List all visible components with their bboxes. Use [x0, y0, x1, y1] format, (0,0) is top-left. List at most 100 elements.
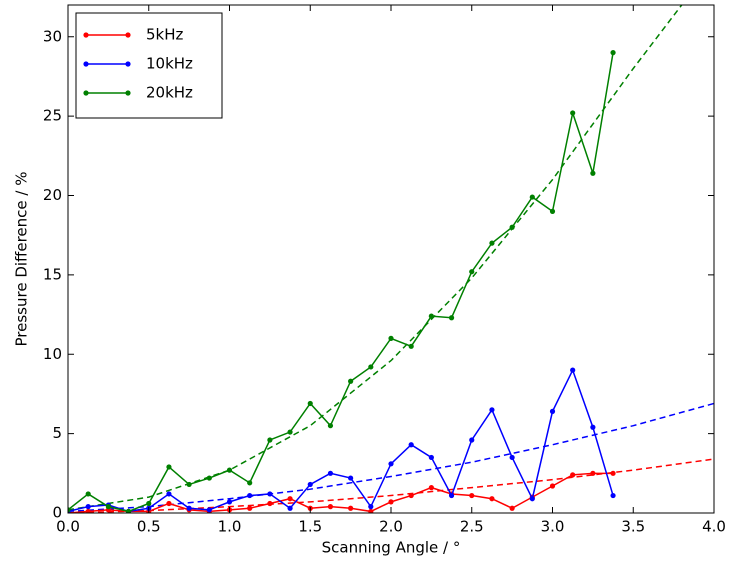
legend-marker — [125, 32, 131, 38]
y-axis-label: Pressure Difference / % — [13, 172, 31, 347]
x-tick-label: 3.5 — [621, 518, 645, 536]
data-point — [489, 240, 495, 246]
data-point — [509, 224, 515, 230]
data-point — [186, 505, 192, 511]
data-point — [348, 475, 354, 481]
y-tick-label: 5 — [52, 424, 62, 442]
data-point — [287, 505, 293, 511]
x-tick-label: 0.5 — [137, 518, 161, 536]
legend-label: 5kHz — [146, 26, 184, 44]
data-point — [428, 454, 434, 461]
data-point — [388, 499, 394, 505]
legend-marker — [83, 61, 89, 67]
data-point — [247, 492, 253, 499]
data-point — [226, 467, 233, 473]
data-point — [348, 378, 354, 384]
data-point — [206, 507, 212, 513]
y-tick-label: 15 — [43, 265, 62, 283]
x-tick-label: 4.0 — [702, 518, 726, 536]
legend-label: 10kHz — [146, 55, 193, 73]
data-point — [428, 313, 434, 319]
y-tick-label: 20 — [43, 186, 62, 204]
x-tick-label: 0.0 — [56, 518, 80, 536]
x-tick-label: 1.5 — [298, 518, 322, 536]
data-point — [489, 496, 495, 502]
fit-line — [68, 402, 714, 513]
data-point — [68, 507, 71, 513]
data-point — [388, 335, 394, 341]
x-tick-label: 1.0 — [218, 518, 242, 536]
data-point — [166, 491, 172, 497]
data-point — [590, 470, 596, 476]
data-point — [428, 485, 434, 491]
data-point — [469, 492, 475, 499]
data-point — [307, 481, 313, 488]
data-point — [610, 470, 616, 476]
data-point — [368, 364, 374, 370]
series-line — [68, 368, 614, 513]
data-point — [186, 481, 192, 488]
data-point — [247, 505, 253, 511]
x-tick-label: 3.0 — [541, 518, 565, 536]
data-point — [287, 496, 293, 502]
legend-label: 20kHz — [146, 84, 193, 102]
data-point — [226, 499, 233, 505]
data-point — [489, 407, 495, 413]
data-point — [448, 492, 455, 499]
data-point — [408, 343, 414, 349]
data-point — [287, 429, 293, 435]
data-point — [509, 454, 515, 461]
data-point — [590, 424, 596, 430]
data-point — [166, 464, 172, 470]
legend-marker — [125, 90, 131, 96]
data-point — [590, 170, 596, 176]
data-point — [267, 437, 273, 443]
series-line — [68, 52, 614, 513]
data-point — [610, 50, 616, 56]
data-point — [307, 400, 313, 407]
data-point — [85, 504, 91, 510]
data-point — [125, 508, 132, 513]
x-axis-label: Scanning Angle / ° — [322, 539, 461, 557]
data-point — [368, 504, 374, 510]
data-point — [388, 461, 394, 467]
data-point — [368, 508, 374, 513]
data-point — [166, 500, 172, 507]
data-point — [146, 500, 152, 507]
legend-marker — [125, 61, 131, 67]
data-point — [570, 110, 576, 116]
data-point — [348, 505, 354, 511]
data-point — [85, 491, 91, 497]
data-point — [327, 423, 334, 429]
data-point — [327, 470, 334, 476]
series-line — [68, 472, 614, 513]
plot-area — [68, 5, 714, 513]
data-point — [408, 492, 414, 499]
data-point — [570, 472, 576, 478]
legend-marker — [83, 32, 89, 38]
data-point — [327, 504, 334, 510]
x-tick-label: 2.5 — [460, 518, 484, 536]
data-point — [206, 475, 212, 481]
y-tick-label: 0 — [52, 504, 62, 522]
y-tick-label: 25 — [43, 107, 62, 125]
data-point — [570, 367, 576, 373]
data-point — [85, 508, 91, 513]
data-point — [549, 208, 556, 214]
data-point — [469, 269, 475, 275]
x-tick-label: 2.0 — [379, 518, 403, 536]
y-tick-label: 30 — [43, 27, 62, 45]
data-point — [247, 480, 253, 486]
data-point — [267, 491, 273, 497]
data-point — [549, 408, 556, 414]
legend-marker — [83, 90, 89, 96]
data-point — [448, 315, 455, 321]
data-point — [549, 483, 556, 489]
legend-box — [75, 12, 223, 119]
data-point — [267, 500, 273, 507]
data-point — [610, 492, 616, 499]
data-point — [509, 505, 515, 511]
data-point — [529, 496, 535, 502]
fit-line — [68, 5, 683, 511]
y-tick-label: 10 — [43, 345, 62, 363]
